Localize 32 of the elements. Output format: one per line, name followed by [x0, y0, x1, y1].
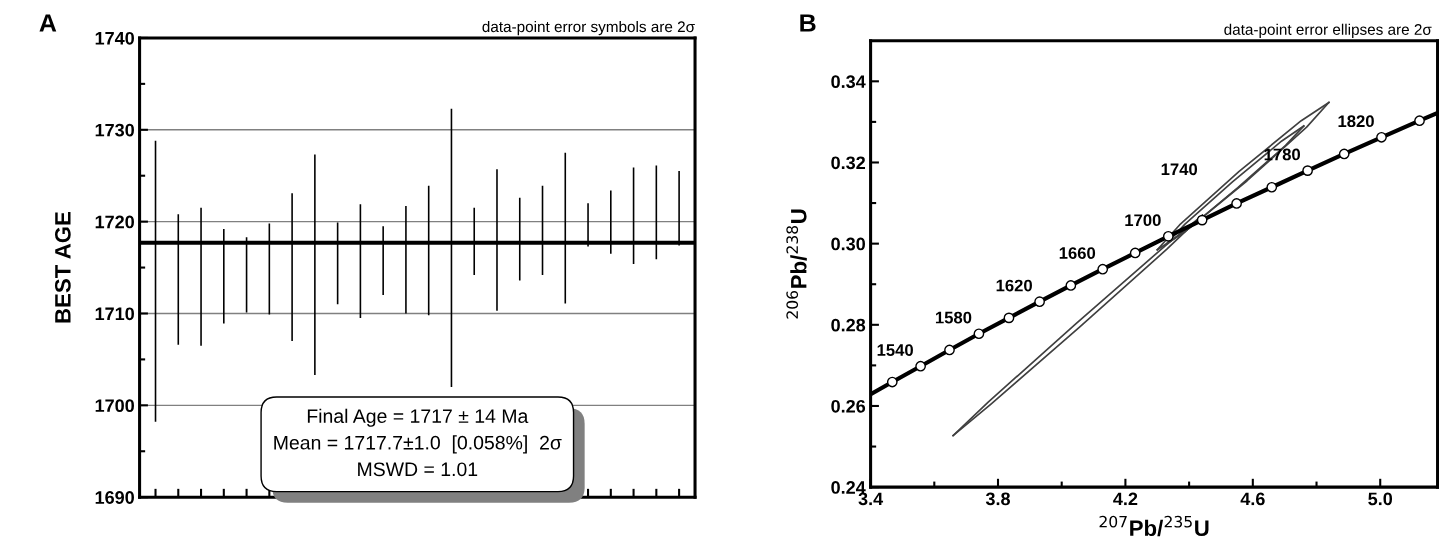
annotation: 1540 [877, 344, 913, 356]
text: data-point error ellipses are 2σ [1224, 23, 1432, 38]
text: data-point error symbols are 2σ [482, 20, 695, 36]
y-axis-title: BEST AGE [54, 212, 71, 323]
y-tick-label: 1730 [95, 123, 134, 137]
annotation: 1820 [1338, 115, 1374, 128]
y-tick-label: 1740 [95, 31, 134, 45]
annotation: Final Age = 1717 ± 14 Ma Mean = 1717.7±1.0 [0.058%] 2σ MSWD = 1.01 [274, 408, 562, 477]
y-tick-label: 1690 [95, 491, 134, 504]
y-tick-label: 0.28 [831, 318, 866, 332]
y-tick-label: 0.32 [831, 156, 866, 170]
x-tick-label: 4.2 [1113, 492, 1138, 506]
y-tick-label: 0.24 [831, 481, 866, 494]
annotation: 1740 [1161, 163, 1198, 176]
y-axis-title: $^{206}$Pb/$^{238}$U [786, 209, 807, 319]
x-tick-label: 4.6 [1240, 492, 1265, 506]
y-tick-label: 1710 [95, 307, 134, 321]
y-tick-label: 0.30 [831, 237, 865, 251]
annotation: 1580 [935, 311, 972, 324]
x-tick-label: 5.0 [1368, 492, 1393, 506]
y-tick-label: 1720 [95, 215, 134, 229]
text: B [800, 14, 816, 32]
annotation: 1660 [1059, 247, 1096, 259]
y-tick-label: 0.34 [831, 75, 866, 89]
annotation: 1700 [1125, 214, 1161, 227]
annotation: 1620 [996, 279, 1032, 292]
x-tick-label: 3.4 [858, 492, 884, 506]
y-tick-label: 0.26 [831, 399, 866, 413]
x-tick-label: 3.8 [985, 492, 1010, 506]
text: A [39, 14, 57, 32]
y-tick-label: 1700 [95, 399, 134, 413]
x-axis-title: $^{207}$Pb/$^{235}$U [1099, 515, 1209, 537]
